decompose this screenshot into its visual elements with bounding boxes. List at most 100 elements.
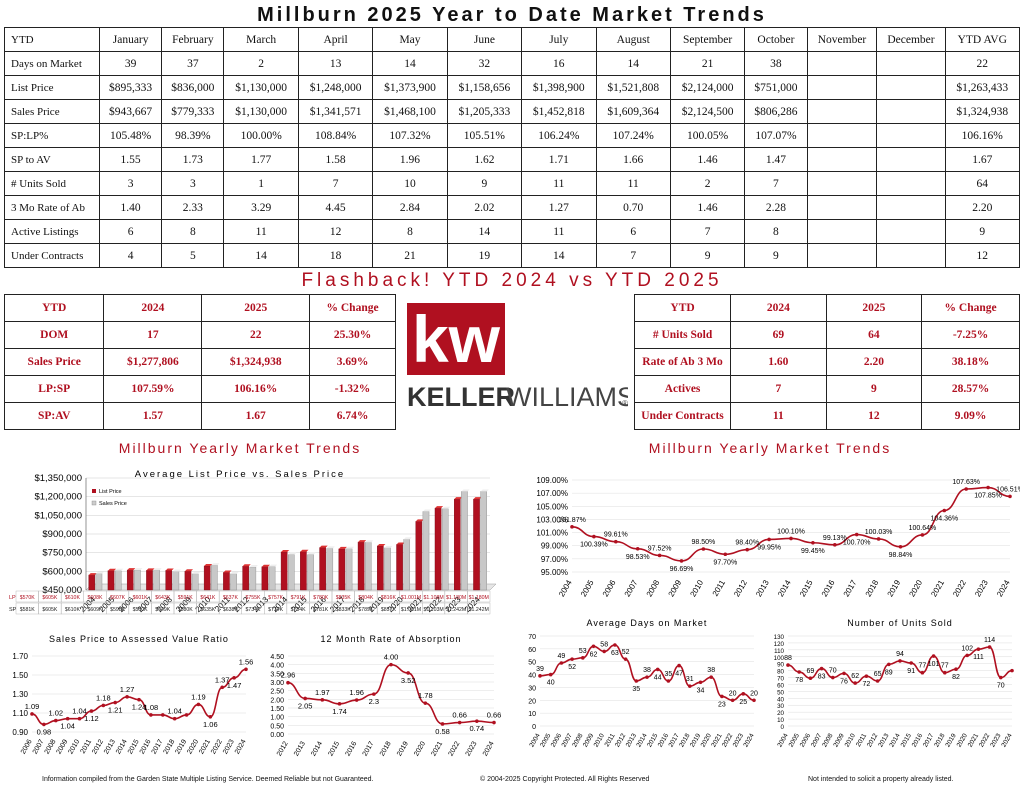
data-label: 82 <box>952 674 960 681</box>
data-label: 1.04 <box>167 707 182 716</box>
data-table-value: $1.001M <box>401 595 421 601</box>
table-row: Days on Market 39 37 2 13 14 32 16 14 21 38 22 <box>4 51 1020 76</box>
table-cell: 106.16% <box>201 375 311 403</box>
bar-top <box>377 543 386 546</box>
data-table-value: $581K <box>20 607 36 613</box>
table-cell: 22 <box>944 51 1020 76</box>
data-table-cell <box>467 602 491 615</box>
absorption-chart: 12 Month Rate of Absorption 0.00 0.501.00 1… <box>270 634 501 757</box>
table-cell: 4.45 <box>297 195 374 220</box>
table-cell: 3.69% <box>309 348 396 376</box>
data-point <box>943 670 947 675</box>
table-cell: 3.29 <box>223 195 299 220</box>
legend-swatch-list <box>92 489 96 493</box>
table-cell: 100.05% <box>669 123 746 148</box>
y-tick-label: 30 <box>528 685 536 692</box>
data-point <box>752 698 756 703</box>
data-label: 70 <box>997 683 1005 690</box>
x-tick-label: 2010 <box>844 732 857 748</box>
chart-title: Sales Price to Assessed Value Ratio <box>49 634 229 644</box>
row-label: Days on Market <box>4 51 100 76</box>
data-table-value: $1.242M <box>446 607 466 613</box>
data-label: 1.02 <box>48 709 63 718</box>
data-label: 31 <box>686 676 694 683</box>
data-label: 52 <box>568 664 576 671</box>
table-cell: 6 <box>98 219 163 244</box>
y-tick-label: 1.10 <box>12 709 28 718</box>
data-point <box>887 662 891 667</box>
table-cell: 25.30% <box>309 321 396 349</box>
y-tick-label: 90 <box>777 662 784 669</box>
table-cell: 1.96 <box>372 147 448 172</box>
data-label: 38 <box>643 667 651 674</box>
table-cell <box>876 51 946 76</box>
header-cell: 2024 <box>103 294 203 322</box>
y-tick-label: 30 <box>777 703 784 710</box>
table-cell: 7 <box>595 243 671 268</box>
y-tick-label: 10 <box>528 711 536 718</box>
x-tick-label: 2024 <box>1000 732 1013 748</box>
x-tick-label: 2022 <box>951 578 968 598</box>
y-tick-label: 110 <box>774 648 784 655</box>
table-cell: 1.57 <box>103 402 203 430</box>
table-cell: 1.67 <box>944 147 1020 172</box>
bar-top <box>223 570 232 573</box>
table-cell: 9 <box>825 375 923 403</box>
data-point <box>101 703 106 708</box>
data-table-value: $734K <box>245 607 261 613</box>
x-tick-label: 2016 <box>345 740 359 757</box>
data-label: 4.00 <box>384 653 399 662</box>
y-tick-label: 10 <box>777 717 784 724</box>
data-label: 38 <box>707 667 715 674</box>
data-point <box>125 695 129 699</box>
sales-price-bar <box>461 491 468 591</box>
data-label: 1.19 <box>191 692 206 701</box>
data-table-value: $781K <box>313 607 329 613</box>
table-cell: 21 <box>669 51 746 76</box>
y-tick-label: $1,050,000 <box>34 510 82 521</box>
header-cell: June <box>446 27 523 52</box>
data-label: 52 <box>622 649 630 656</box>
list-price-bar <box>280 551 288 591</box>
table-cell: $1,324,938 <box>944 99 1020 124</box>
table-cell: 7 <box>744 171 808 196</box>
row-label: SP to AV <box>4 147 100 172</box>
x-tick-label: 2014 <box>310 740 324 757</box>
data-label: 20 <box>750 690 758 697</box>
y-tick-label: 80 <box>777 669 784 676</box>
table-row: SP:LP% 105.48% 98.39% 100.00% 108.84% 107.32%… <box>4 123 1020 148</box>
data-label: 72 <box>863 681 871 688</box>
dom-chart: Average Days on Market 0 10 20 30 40 50 60 70 39 2… <box>528 618 758 749</box>
table-cell: 21 <box>372 243 448 268</box>
table-cell: $2,124,000 <box>669 75 746 100</box>
chart-title: Number of Units Sold <box>847 618 953 628</box>
data-point <box>999 675 1003 680</box>
x-tick-label: 2012 <box>732 578 749 598</box>
table-cell: 11 <box>223 219 299 244</box>
bar-top <box>434 506 444 509</box>
table-cell: 9 <box>669 243 746 268</box>
list-price-bar <box>338 548 346 591</box>
row-label: 3 Mo Rate of Ab <box>4 195 100 220</box>
data-label: 1.97 <box>315 688 330 697</box>
list-price-bar <box>377 545 384 591</box>
data-table-value: $804K <box>358 595 374 601</box>
data-label: 20 <box>729 690 737 697</box>
data-point <box>591 644 596 649</box>
data-point <box>149 713 153 717</box>
table-cell: 1.46 <box>669 147 746 172</box>
table-cell: -1.32% <box>309 375 396 403</box>
bar-top <box>473 497 482 500</box>
units-sold-chart: Number of Units Sold01020304050607080901… <box>774 618 1014 749</box>
table-cell: 1.55 <box>98 147 163 172</box>
table-cell: 11 <box>595 171 671 196</box>
table-cell: 1.40 <box>98 195 163 220</box>
table-cell: 107.24% <box>595 123 671 148</box>
table-cell <box>876 123 946 148</box>
table-cell: $1,609,364 <box>595 99 671 124</box>
table-cell: 16 <box>521 51 597 76</box>
data-point <box>172 716 177 721</box>
header-cell: September <box>669 27 746 52</box>
sp-lp-chart: 95.00% 97.00% 99.00% 101.00% 103.00% 105.00% 1… <box>536 476 1020 598</box>
table-cell: $806,286 <box>744 99 808 124</box>
